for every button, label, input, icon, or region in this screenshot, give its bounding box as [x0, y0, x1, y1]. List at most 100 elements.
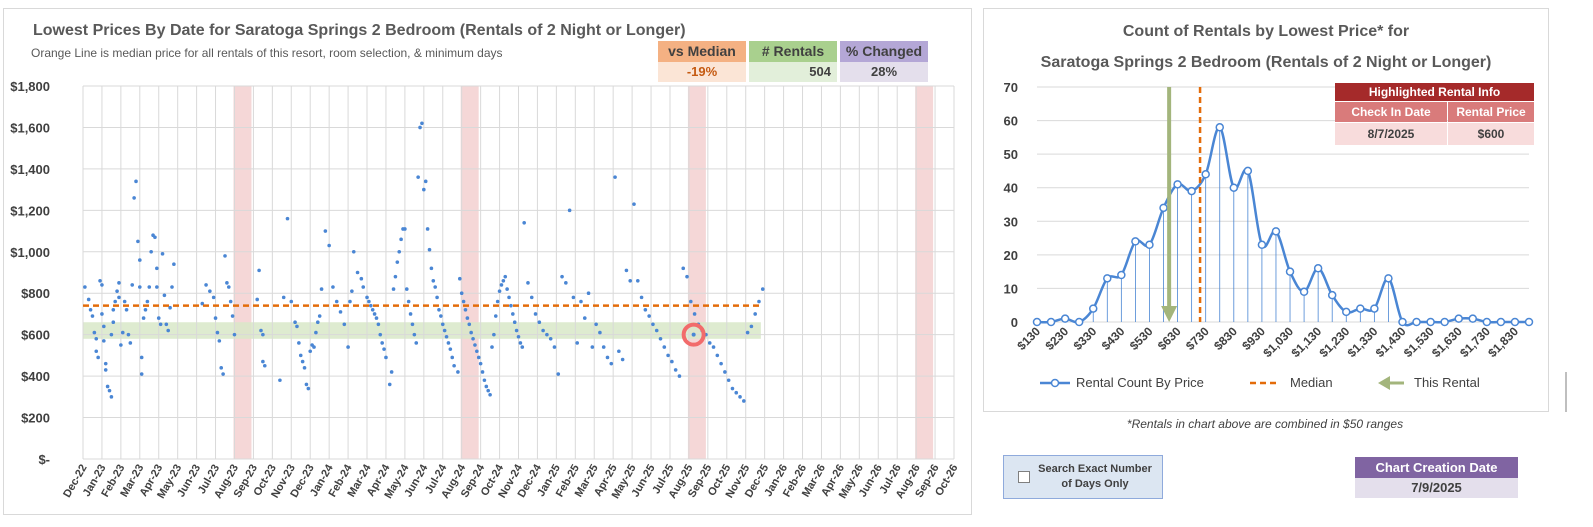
price-point [632, 202, 636, 206]
price-point [259, 328, 263, 333]
price-point [285, 216, 290, 221]
price-point [467, 322, 472, 327]
price-point [389, 370, 394, 374]
price-point [365, 295, 369, 300]
exact-days-checkbox[interactable] [1018, 471, 1030, 483]
price-point [103, 361, 108, 366]
price-point [281, 295, 286, 300]
price-point [685, 274, 689, 279]
price-point [412, 332, 417, 337]
price-point [452, 363, 456, 368]
price-point [132, 196, 136, 200]
price-point [100, 312, 104, 316]
price-point [442, 328, 447, 333]
exact-days-checkbox-control[interactable]: Search Exact Number of Days Only [1003, 455, 1163, 499]
count-point [1145, 240, 1154, 250]
legend-median-label: Median [1290, 375, 1333, 390]
price-point [548, 337, 553, 341]
price-point [166, 328, 171, 333]
y-tick-label: 10 [1004, 281, 1018, 296]
price-point [526, 281, 530, 285]
y-tick-label: 30 [1004, 214, 1018, 229]
count-point [1426, 317, 1435, 327]
count-point [1074, 317, 1084, 327]
price-point [719, 361, 723, 366]
price-point [382, 347, 386, 351]
price-point [117, 295, 121, 300]
count-point [1327, 290, 1337, 300]
price-point [598, 330, 602, 335]
price-point [448, 347, 453, 351]
price-point [480, 370, 485, 374]
price-point [372, 312, 377, 316]
price-point [512, 320, 517, 325]
price-point [429, 266, 434, 271]
count-point [1187, 186, 1196, 196]
x-tick-label: $330 [1071, 324, 1100, 353]
price-point [204, 283, 208, 287]
price-point [651, 322, 655, 327]
right-chart-title-line2: Saratoga Springs 2 Bedroom (Rentals of 2… [1040, 54, 1492, 71]
price-point [323, 229, 328, 233]
price-point [102, 324, 106, 329]
price-point [297, 341, 301, 345]
price-point [162, 293, 167, 298]
price-point [726, 378, 731, 383]
price-point [471, 337, 475, 341]
x-tick-label: $1,630 [1429, 324, 1465, 360]
count-point [1088, 304, 1098, 313]
price-point [384, 355, 388, 360]
price-point [102, 339, 106, 343]
price-point [514, 328, 519, 333]
price-point [327, 243, 331, 248]
info-col1-value: 8/7/2025 [1335, 123, 1447, 145]
price-point [440, 322, 445, 327]
price-point [107, 388, 112, 393]
price-point [298, 353, 303, 358]
count-point [1046, 317, 1056, 327]
price-point [408, 312, 413, 316]
rental-count-line [1036, 126, 1529, 327]
count-point [1440, 317, 1449, 327]
price-point [158, 322, 163, 327]
count-point [1482, 317, 1492, 327]
count-point [1229, 183, 1239, 192]
price-point [278, 378, 282, 383]
price-point [168, 305, 172, 310]
x-tick-label: $130 [1014, 324, 1043, 353]
count-point [1510, 317, 1520, 327]
price-point [86, 297, 91, 302]
price-point [149, 249, 153, 254]
price-point [635, 278, 640, 283]
price-point [707, 341, 712, 345]
vs-median-label: vs Median [658, 41, 746, 62]
price-point [723, 370, 727, 374]
price-point [261, 359, 265, 364]
price-point [435, 295, 439, 300]
price-point [730, 386, 735, 391]
price-point [522, 220, 526, 225]
price-point [516, 334, 521, 339]
price-point [351, 249, 356, 254]
y-tick-label: 60 [1004, 114, 1018, 129]
count-point [1032, 317, 1042, 327]
count-point [1285, 267, 1295, 276]
count-point [1342, 307, 1351, 317]
price-point [575, 341, 579, 345]
price-point [109, 395, 114, 399]
price-point [431, 278, 436, 283]
price-point [170, 285, 174, 289]
price-point [306, 386, 311, 391]
price-point [387, 382, 392, 387]
exact-days-checkbox-label[interactable]: Search Exact Number of Days Only [1038, 463, 1152, 490]
y-tick-label: $600 [21, 328, 50, 343]
price-point [511, 312, 515, 316]
rentals-count-value: 504 [749, 62, 837, 82]
price-point [312, 345, 316, 349]
price-point [147, 285, 152, 289]
right-chart-title-line1: Count of Rentals by Lowest Price* for [1122, 23, 1410, 40]
price-point [463, 308, 468, 312]
highlighted-rental-marker [681, 322, 706, 347]
price-point [420, 121, 424, 126]
